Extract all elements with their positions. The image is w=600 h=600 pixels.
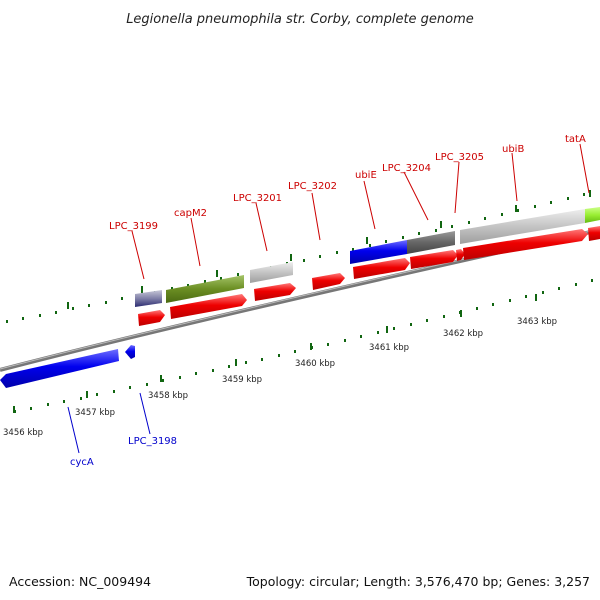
feature-bar-capm2[interactable] bbox=[166, 275, 244, 303]
kbp-label: 3457 kbp bbox=[75, 408, 115, 418]
genome-summary-text: Topology: circular; Length: 3,576,470 bp… bbox=[246, 574, 590, 589]
feature-bar-lpc3204[interactable] bbox=[407, 231, 455, 254]
cds-arrow-lpc3202[interactable] bbox=[312, 273, 345, 290]
gene-label[interactable]: capM2 bbox=[174, 208, 207, 219]
feature-bar-lpc3199[interactable] bbox=[135, 290, 162, 307]
accession-text: Accession: NC_009494 bbox=[9, 574, 151, 589]
reverse-cds-track bbox=[0, 345, 135, 388]
cds-arrow-ubib[interactable] bbox=[463, 229, 588, 260]
cds-arrow-lpc3199[interactable] bbox=[138, 310, 165, 326]
kbp-label: 3459 kbp bbox=[222, 375, 262, 385]
reverse-tick-row bbox=[13, 279, 593, 413]
kbp-label: 3456 kbp bbox=[3, 428, 43, 438]
feature-track-upper bbox=[135, 207, 600, 307]
feature-bar-lpc3201[interactable] bbox=[250, 262, 293, 283]
reverse-gene-labels: cycA LPC_3198 bbox=[67, 392, 177, 468]
gene-label[interactable]: LPC_3199 bbox=[109, 221, 158, 232]
forward-cds-track bbox=[138, 226, 600, 326]
cds-arrow-lpc3201[interactable] bbox=[254, 283, 296, 301]
feature-bar-tata[interactable] bbox=[585, 207, 600, 223]
gene-label[interactable]: LPC_3198 bbox=[128, 436, 177, 447]
forward-gene-labels: LPC_3199 capM2 LPC_3201 LPC_3202 ubiE LP… bbox=[109, 134, 590, 280]
cds-arrow-capm2[interactable] bbox=[170, 294, 247, 319]
feature-bar-ubib[interactable] bbox=[460, 209, 585, 244]
feature-bar-ubie[interactable] bbox=[350, 240, 407, 264]
cds-arrow-ubie[interactable] bbox=[353, 258, 410, 279]
cds-arrow-lpc3205[interactable] bbox=[456, 249, 465, 261]
kbp-scale-labels: 3456 kbp 3457 kbp 3458 kbp 3459 kbp 3460… bbox=[3, 317, 557, 438]
gene-label[interactable]: tatA bbox=[565, 134, 586, 145]
gene-label[interactable]: ubiB bbox=[502, 144, 524, 155]
kbp-label: 3463 kbp bbox=[517, 317, 557, 327]
kbp-label: 3461 kbp bbox=[369, 343, 409, 353]
gene-label[interactable]: LPC_3202 bbox=[288, 181, 337, 192]
map-title: Legionella pneumophila str. Corby, compl… bbox=[126, 12, 474, 27]
gene-label[interactable]: ubiE bbox=[355, 170, 377, 181]
kbp-label: 3458 kbp bbox=[148, 391, 188, 401]
gene-label[interactable]: LPC_3204 bbox=[382, 163, 431, 174]
kbp-label: 3460 kbp bbox=[295, 359, 335, 369]
cds-arrow-lpc3204[interactable] bbox=[410, 250, 458, 269]
gene-label[interactable]: cycA bbox=[70, 457, 94, 468]
cds-arrow-lpc3198[interactable] bbox=[125, 345, 135, 359]
gene-label[interactable]: LPC_3205 bbox=[435, 152, 484, 163]
gene-label[interactable]: LPC_3201 bbox=[233, 193, 282, 204]
cds-arrow-cyca[interactable] bbox=[0, 349, 119, 388]
cds-arrow-tata[interactable] bbox=[588, 226, 600, 241]
kbp-label: 3462 kbp bbox=[443, 329, 483, 339]
forward-tick-row bbox=[6, 190, 591, 323]
